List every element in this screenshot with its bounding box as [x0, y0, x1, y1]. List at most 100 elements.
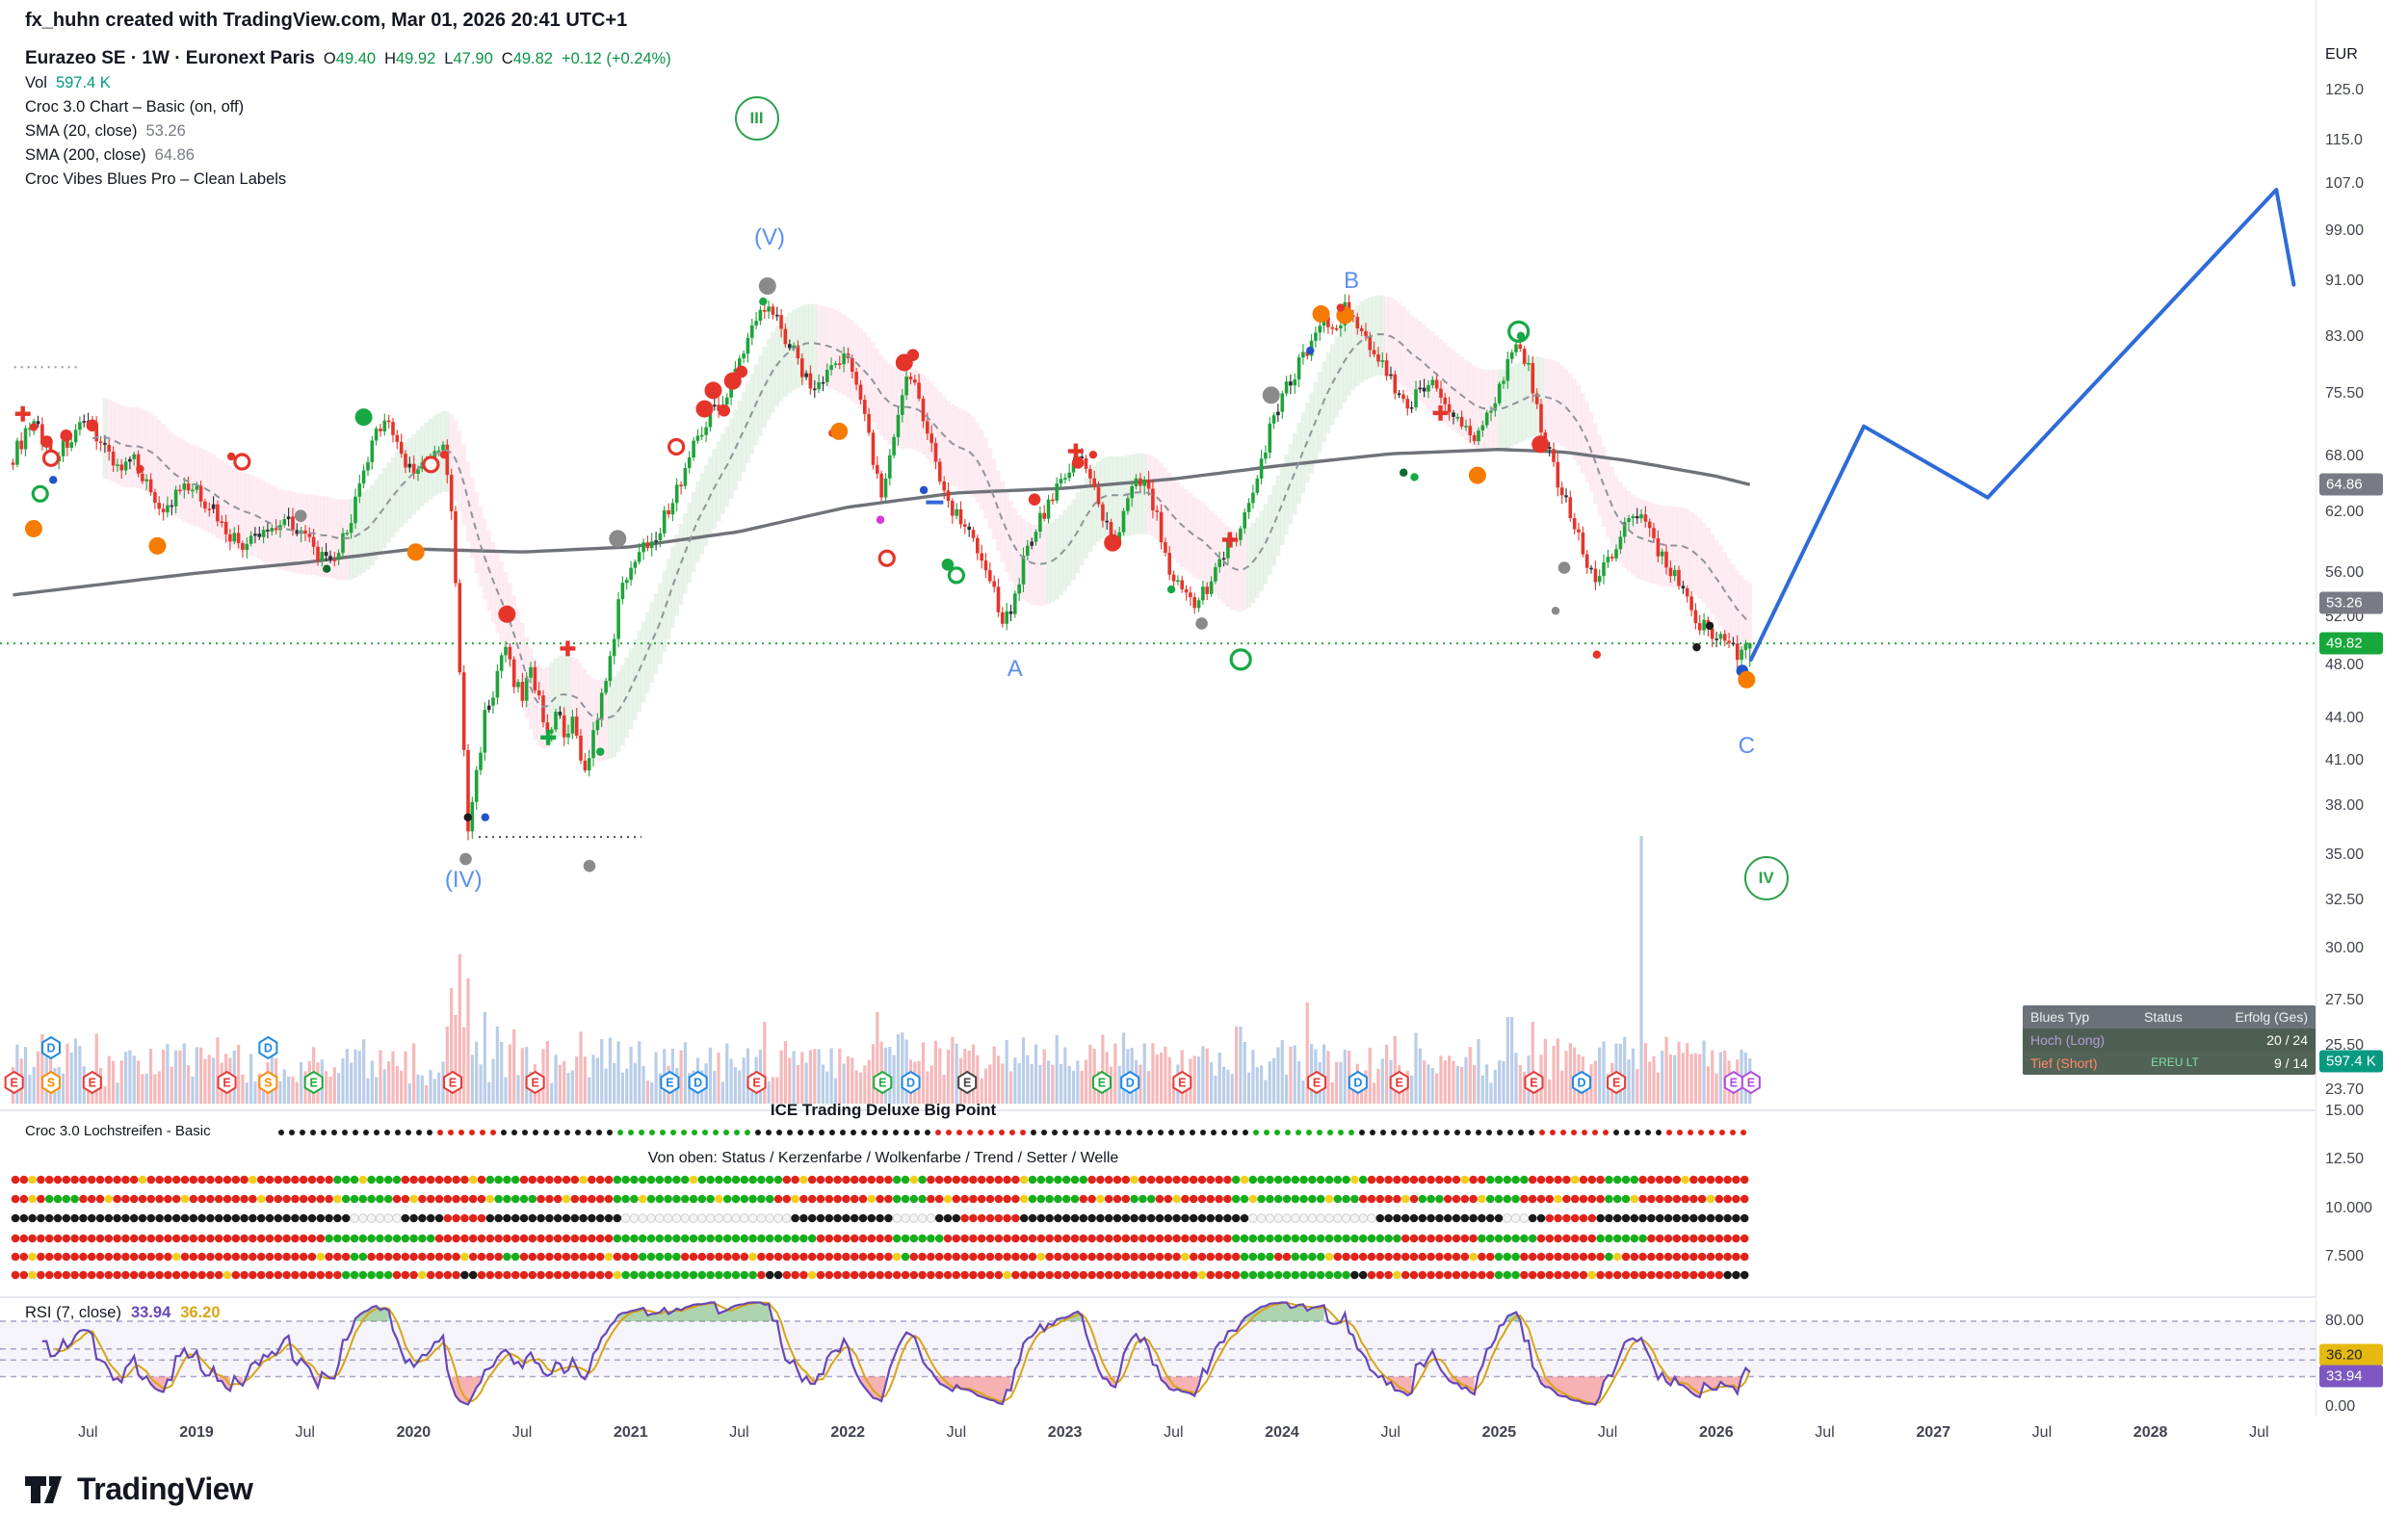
- price-tick: 44.00: [2325, 709, 2365, 726]
- wave-label-c: C: [1738, 732, 1756, 759]
- sma20-value: 53.26: [145, 122, 186, 140]
- price-tick: 99.00: [2325, 221, 2365, 239]
- price-tick: 75.50: [2325, 384, 2365, 402]
- wave-label-v: (V): [754, 224, 786, 251]
- volume-value: 597.4 K: [55, 74, 111, 91]
- svg-text:E: E: [752, 1077, 760, 1090]
- price-tick: 56.00: [2325, 564, 2365, 582]
- svg-text:E: E: [531, 1077, 538, 1090]
- time-tick: Jul: [946, 1424, 967, 1441]
- time-tick: 2022: [830, 1424, 865, 1441]
- svg-text:E: E: [1098, 1077, 1106, 1090]
- svg-text:E: E: [222, 1077, 230, 1090]
- svg-text:E: E: [1530, 1077, 1537, 1090]
- tradingview-wordmark[interactable]: TradingView: [77, 1471, 253, 1506]
- sma200-value: 64.86: [154, 146, 195, 164]
- indicator-row-blues[interactable]: Croc Vibes Blues Pro – Clean Labels: [25, 170, 287, 188]
- candles-layer: [11, 294, 1752, 841]
- svg-text:D: D: [46, 1042, 55, 1055]
- last-price-badge: 49.82: [2319, 632, 2383, 655]
- svg-text:S: S: [47, 1077, 55, 1090]
- time-tick: Jul: [2249, 1424, 2269, 1441]
- punch-tape-layer: [11, 1130, 1749, 1280]
- rsi-value: 33.94: [130, 1304, 171, 1321]
- price-tick: 115.0: [2325, 132, 2363, 149]
- price-axis[interactable]: EUR 125.0 115.0 107.0 99.00 91.00 83.00 75.50 6…: [2316, 0, 2408, 1416]
- change-value: +0.12 (+0.24%): [561, 50, 671, 67]
- subpane-tick: 7.500: [2325, 1248, 2365, 1264]
- rsi-label: RSI (7, close): [25, 1304, 121, 1321]
- indicator-row-sma200[interactable]: SMA (200, close) 64.86: [25, 143, 671, 168]
- svg-text:S: S: [264, 1077, 272, 1090]
- tradingview-footer[interactable]: TradingView: [25, 1471, 253, 1507]
- time-tick: 2024: [1265, 1424, 1299, 1441]
- time-tick: Jul: [1815, 1424, 1835, 1441]
- subpane-tick: 15.00: [2325, 1103, 2365, 1119]
- time-tick: Jul: [729, 1424, 749, 1441]
- svg-text:D: D: [264, 1042, 273, 1055]
- price-tick: 38.00: [2325, 797, 2365, 815]
- sma20-badge: 53.26: [2319, 591, 2383, 614]
- rsi-ma-badge: 36.20: [2319, 1343, 2383, 1367]
- open-label: O: [323, 50, 336, 67]
- creator-credit: fx_huhn created with TradingView.com, Ma…: [25, 10, 628, 31]
- svg-text:E: E: [878, 1077, 886, 1090]
- svg-text:E: E: [1396, 1077, 1403, 1090]
- indicator-row-sma20[interactable]: SMA (20, close) 53.26: [25, 119, 671, 143]
- strip-pane-name[interactable]: Croc 3.0 Lochstreifen - Basic: [25, 1123, 211, 1139]
- sma200-line: [13, 447, 1751, 597]
- sma200-badge: 64.86: [2319, 473, 2383, 496]
- blues-long-status: [2136, 1028, 2213, 1052]
- wave-label-iii: III: [734, 96, 779, 142]
- time-tick: 2020: [396, 1424, 432, 1441]
- price-tick: 23.70: [2325, 1080, 2365, 1098]
- price-tick: 35.00: [2325, 846, 2365, 864]
- price-tick: 48.00: [2325, 657, 2365, 674]
- blues-table-header: Blues Typ Status Erfolg (Ges): [2023, 1005, 2316, 1028]
- price-tick: 41.00: [2325, 751, 2365, 768]
- blues-long-erfolg: 20 / 24: [2266, 1032, 2308, 1048]
- high-label: H: [384, 50, 396, 67]
- time-tick: Jul: [1597, 1424, 1618, 1441]
- strip-pane-legend: Von oben: Status / Kerzenfarbe / Wolkenf…: [647, 1150, 1119, 1166]
- svg-text:E: E: [10, 1077, 17, 1090]
- time-axis[interactable]: Jul 2019 Jul 2020 Jul 2021 Jul 2022 Jul 2023 Jul 20…: [0, 1416, 2408, 1456]
- svg-text:D: D: [694, 1077, 702, 1090]
- time-tick: 2028: [2133, 1424, 2168, 1441]
- blues-row-short: Tief (Short) EREU LT 9 / 14: [2023, 1052, 2316, 1075]
- time-tick: Jul: [1380, 1424, 1400, 1441]
- pane-separator-rsi[interactable]: [0, 1296, 2408, 1298]
- time-tick: Jul: [295, 1424, 315, 1441]
- volume-layer: [11, 836, 1752, 1104]
- rsi-legend-row[interactable]: RSI (7, close) 33.94 36.20: [25, 1304, 221, 1322]
- blues-header-typ: Blues Typ: [2030, 1009, 2090, 1025]
- svg-text:E: E: [1747, 1077, 1755, 1090]
- symbol-title[interactable]: Eurazeo SE · 1W · Euronext Paris: [25, 48, 315, 68]
- svg-text:D: D: [1353, 1077, 1362, 1090]
- blues-header-status: Status: [2144, 1009, 2183, 1025]
- price-tick: 83.00: [2325, 327, 2365, 345]
- rsi-tick: 80.00: [2325, 1313, 2365, 1329]
- symbol-legend-row[interactable]: Eurazeo SE · 1W · Euronext Paris O49.40 …: [25, 46, 671, 71]
- blues-short-typ: Tief (Short): [2030, 1055, 2098, 1071]
- wave-label-b: B: [1344, 268, 1360, 295]
- tradingview-logo[interactable]: [25, 1472, 64, 1507]
- volume-legend-row[interactable]: Vol 597.4 K: [25, 71, 671, 95]
- blues-stats-table: Blues Typ Status Erfolg (Ges) Hoch (Long…: [2023, 1005, 2316, 1075]
- svg-text:E: E: [89, 1077, 96, 1090]
- price-tick: 32.50: [2325, 891, 2365, 908]
- sma200-label: SMA (200, close): [25, 146, 146, 164]
- pane-separator-strip[interactable]: [0, 1109, 2408, 1111]
- time-tick: Jul: [2031, 1424, 2053, 1441]
- currency-label: EUR: [2325, 46, 2358, 63]
- indicator-row-croc[interactable]: Croc 3.0 Chart – Basic (on, off): [25, 98, 245, 116]
- svg-text:E: E: [666, 1077, 673, 1090]
- volume-badge: 597.4 K: [2319, 1050, 2383, 1073]
- price-tick: 30.00: [2325, 939, 2365, 956]
- svg-text:D: D: [1126, 1077, 1135, 1090]
- strip-pane-title: ICE Trading Deluxe Big Point: [770, 1101, 997, 1119]
- price-tick: 27.50: [2325, 991, 2365, 1008]
- svg-text:D: D: [1578, 1077, 1586, 1090]
- wave-label-a: A: [1007, 656, 1023, 683]
